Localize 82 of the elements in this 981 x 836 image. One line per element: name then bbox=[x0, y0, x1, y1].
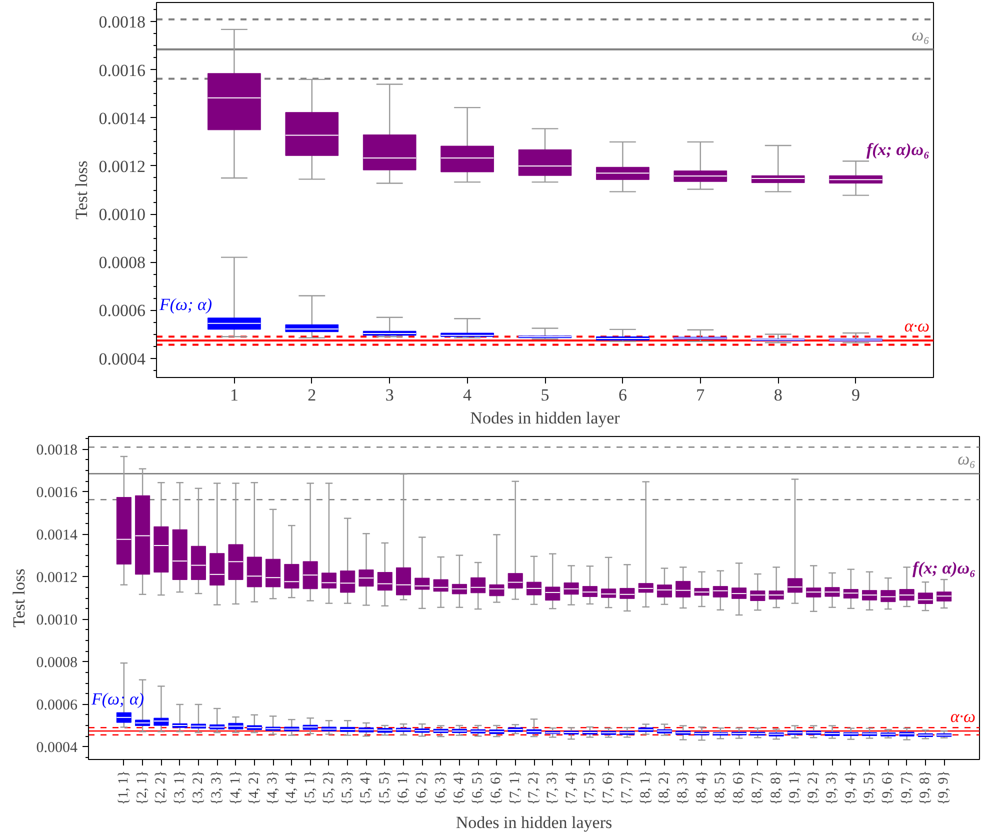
x-tick-label: {9, 6} bbox=[880, 770, 896, 805]
x-tick-label: 3 bbox=[385, 386, 394, 404]
x-tick-label: {9, 9} bbox=[936, 770, 952, 805]
x-tick-label: {4, 4} bbox=[284, 770, 300, 805]
y-tick-label: 0.0008 bbox=[98, 253, 146, 272]
x-tick-label: 8 bbox=[774, 386, 782, 404]
y-tick-label: 0.0012 bbox=[36, 570, 78, 586]
x-tick-label: 4 bbox=[463, 386, 472, 404]
x-tick-label: {5, 1} bbox=[302, 770, 318, 805]
x-tick-label: {6, 4} bbox=[452, 770, 467, 805]
x-tick-label: {8, 5} bbox=[712, 770, 728, 805]
y-axis-title: Test loss bbox=[9, 568, 28, 628]
x-tick-label: {4, 3} bbox=[266, 770, 281, 805]
x-tick-label: {6, 1} bbox=[396, 770, 412, 805]
x-tick-label: {6, 5} bbox=[470, 770, 486, 805]
series-label: f(x; α)ω₆ bbox=[912, 558, 976, 578]
x-tick-label: {8, 8} bbox=[768, 770, 784, 805]
y-tick-label: 0.0004 bbox=[36, 740, 78, 756]
x-tick-label: {5, 4} bbox=[358, 770, 374, 805]
x-tick-label: {6, 6} bbox=[489, 770, 504, 805]
x-tick-label: {3, 2} bbox=[190, 770, 206, 805]
y-tick-label: 0.0006 bbox=[98, 301, 146, 320]
x-tick-label: 7 bbox=[696, 386, 706, 404]
y-tick-label: 0.0012 bbox=[98, 156, 146, 176]
x-tick-label: {1, 1} bbox=[116, 770, 132, 805]
x-tick-label: {4, 2} bbox=[246, 770, 262, 805]
x-tick-label: 6 bbox=[618, 386, 627, 404]
x-tick-label: 9 bbox=[852, 386, 860, 404]
x-tick-label: {5, 2} bbox=[321, 770, 336, 805]
x-tick-label: {7, 4} bbox=[564, 770, 579, 805]
x-tick-label: {2, 1} bbox=[135, 770, 150, 805]
x-tick-label: {3, 3} bbox=[210, 770, 225, 805]
y-tick-label: 0.0006 bbox=[36, 697, 78, 714]
x-tick-label: {7, 1} bbox=[508, 770, 523, 805]
x-tick-label: {8, 2} bbox=[656, 770, 672, 805]
y-tick-label: 0.0014 bbox=[98, 108, 146, 128]
x-tick-label: {8, 1} bbox=[638, 770, 654, 805]
x-tick-label: {5, 5} bbox=[377, 770, 392, 805]
ref-line-label: α·ω bbox=[904, 316, 930, 336]
y-tick-label: 0.0018 bbox=[36, 442, 78, 458]
x-tick-label: {9, 2} bbox=[806, 770, 822, 805]
x-tick-label: {9, 5} bbox=[862, 770, 878, 805]
series-label: F(ω; α) bbox=[158, 294, 212, 314]
series-label: F(ω; α) bbox=[90, 690, 144, 709]
y-tick-label: 0.0016 bbox=[36, 484, 78, 501]
x-tick-label: {8, 4} bbox=[694, 770, 710, 805]
x-tick-label: {6, 3} bbox=[433, 770, 448, 805]
series-label: f(x; α)ω₆ bbox=[866, 140, 930, 160]
y-tick-label: 0.0014 bbox=[36, 527, 78, 544]
x-tick-label: {3, 1} bbox=[172, 770, 188, 805]
ref-line-label: ω₆ bbox=[912, 25, 930, 44]
x-tick-label: {2, 2} bbox=[154, 770, 169, 805]
x-tick-label: {5, 3} bbox=[340, 770, 356, 805]
x-tick-label: 5 bbox=[540, 386, 550, 404]
y-tick-label: 0.0010 bbox=[36, 612, 78, 628]
x-tick-label: {9, 1} bbox=[787, 770, 802, 805]
x-tick-label: {8, 3} bbox=[676, 770, 691, 805]
x-axis-title: Nodes in hidden layers bbox=[456, 812, 612, 832]
x-tick-label: {7, 3} bbox=[545, 770, 560, 805]
x-tick-label: {9, 3} bbox=[824, 770, 840, 805]
x-tick-label: 2 bbox=[308, 386, 316, 404]
x-tick-label: {9, 4} bbox=[843, 770, 858, 805]
x-tick-label: {6, 2} bbox=[414, 770, 430, 805]
x-tick-label: {7, 5} bbox=[582, 770, 598, 805]
x-tick-label: {9, 8} bbox=[918, 770, 933, 805]
x-tick-label: {7, 2} bbox=[526, 770, 542, 805]
y-axis-title: Test loss bbox=[72, 160, 91, 220]
ref-line-label: ω₆ bbox=[958, 450, 976, 469]
x-axis-title: Nodes in hidden layer bbox=[470, 408, 620, 428]
y-tick-label: 0.0018 bbox=[98, 12, 146, 32]
y-tick-label: 0.0010 bbox=[98, 205, 146, 224]
x-tick-label: {7, 6} bbox=[601, 770, 616, 805]
x-tick-label: {8, 7} bbox=[750, 770, 766, 805]
x-tick-label: 1 bbox=[230, 386, 238, 404]
x-tick-label: {7, 7} bbox=[620, 770, 635, 805]
ref-line-label: α·ω bbox=[950, 707, 976, 726]
x-tick-label: {8, 6} bbox=[732, 770, 747, 805]
y-tick-label: 0.0004 bbox=[98, 349, 146, 368]
y-tick-label: 0.0008 bbox=[36, 654, 78, 671]
x-tick-label: {9, 7} bbox=[899, 770, 914, 805]
x-tick-label: {4, 1} bbox=[228, 770, 244, 805]
y-tick-label: 0.0016 bbox=[98, 60, 146, 80]
